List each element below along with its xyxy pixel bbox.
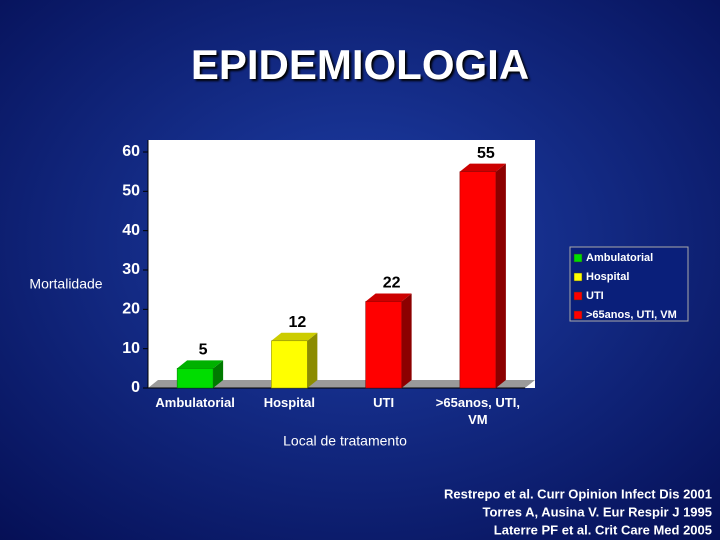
y-tick-label: 10 [122, 340, 140, 357]
x-tick-label: >65anos, UTI, VM [435, 395, 520, 427]
y-tick-label: 60 [122, 143, 140, 160]
bar-side [213, 360, 224, 388]
x-tick-label: Ambulatorial [155, 395, 235, 410]
bar-top [271, 332, 318, 341]
x-tick-label-box: Hospital [263, 395, 316, 410]
bar-top [365, 293, 412, 302]
y-tick-label: 30 [122, 261, 140, 278]
reference: Restrepo et al. Curr Opinion Infect Dis … [444, 486, 712, 501]
y-tick-label: 40 [122, 222, 140, 239]
bar-side [401, 293, 412, 388]
chart-title: EPIDEMIOLOGIA [191, 41, 529, 88]
bar-side [307, 332, 318, 388]
legend-label: >65anos, UTI, VM [586, 309, 677, 321]
legend-swatch [573, 291, 583, 301]
references: Restrepo et al. Curr Opinion Infect Dis … [444, 486, 712, 537]
x-tick-label: UTI [373, 395, 395, 410]
bar [459, 171, 497, 389]
floor [148, 380, 535, 388]
bar-top [177, 360, 224, 369]
legend [569, 246, 689, 322]
bar-side [495, 163, 506, 388]
value-label: 22 [383, 275, 401, 292]
legend-swatch [573, 253, 583, 263]
x-tick-label-box: UTI [373, 395, 395, 410]
y-tick-label: 50 [122, 183, 140, 200]
bar [271, 340, 308, 389]
x-axis-label: Local de tratamento [283, 433, 407, 449]
x-tick-label-box: Ambulatorial [155, 395, 235, 410]
legend-label: Hospital [586, 271, 629, 283]
x-tick-label: Hospital [263, 395, 316, 410]
value-label: 12 [288, 314, 306, 331]
x-tick-label-box: >65anos, UTI, VM [435, 395, 520, 427]
y-tick-label: 0 [131, 379, 140, 396]
bar [176, 368, 214, 389]
bar-top [459, 163, 506, 172]
bar [365, 301, 402, 389]
value-label: 5 [199, 342, 208, 359]
y-axis-label: Mortalidade [29, 276, 102, 292]
legend-swatch [573, 310, 583, 320]
reference: Laterre PF et al. Crit Care Med 2005 [494, 522, 712, 537]
legend-label: UTI [586, 290, 604, 302]
legend-swatch [573, 272, 583, 282]
reference: Torres A, Ausina V. Eur Respir J 1995 [482, 504, 712, 519]
y-tick-label: 20 [122, 301, 140, 318]
value-label: 55 [477, 145, 495, 162]
legend-label: Ambulatorial [586, 252, 653, 264]
